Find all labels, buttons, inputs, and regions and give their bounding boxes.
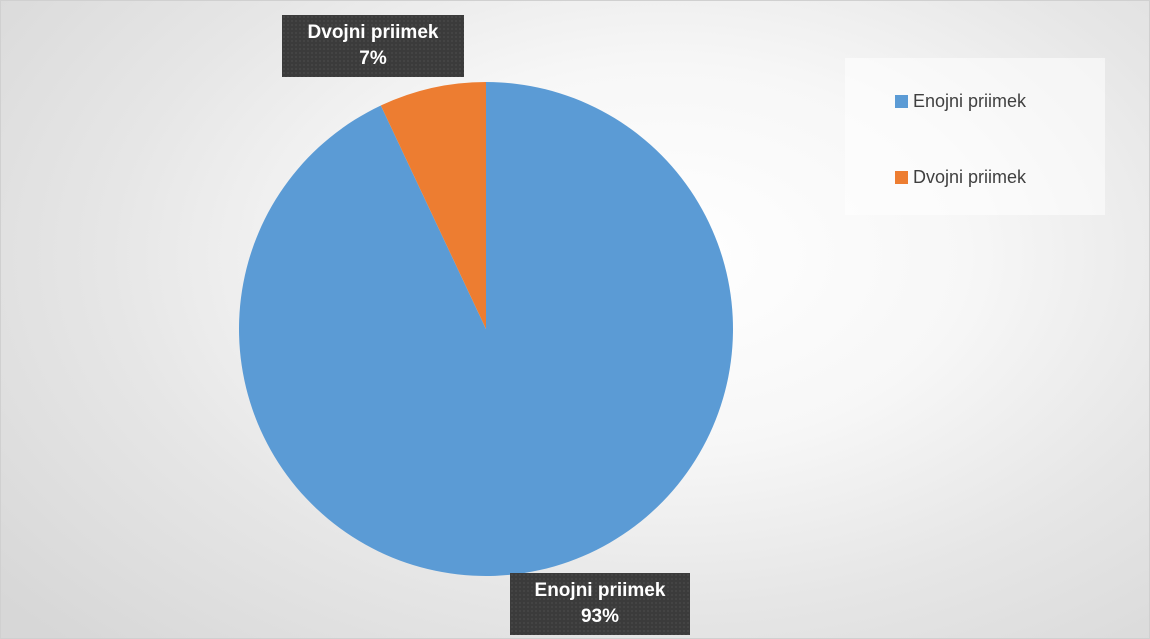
legend-label: Dvojni priimek [913,166,1027,187]
data-label-category: Enojni priimek [534,580,666,601]
legend-item-enojni-priimek: Enojni priimek [895,88,1105,114]
data-label-value: 7% [359,48,387,69]
legend-item-dvojni-priimek: Dvojni priimek [895,164,1105,190]
data-label-value: 93% [580,606,620,627]
pie-slice-dvojni-priimek [380,82,486,329]
legend: Enojni priimek Dvojni priimek [845,58,1105,215]
legend-label: Enojni priimek [913,90,1027,111]
data-label-enojni-priimek: Enojni priimek 93% [510,573,690,635]
data-label-category: Dvojni priimek [307,22,439,43]
legend-swatch-dvojni [895,170,908,184]
legend-swatch-enojni [895,94,908,108]
data-label-dvojni-priimek: Dvojni priimek 7% [282,15,464,77]
